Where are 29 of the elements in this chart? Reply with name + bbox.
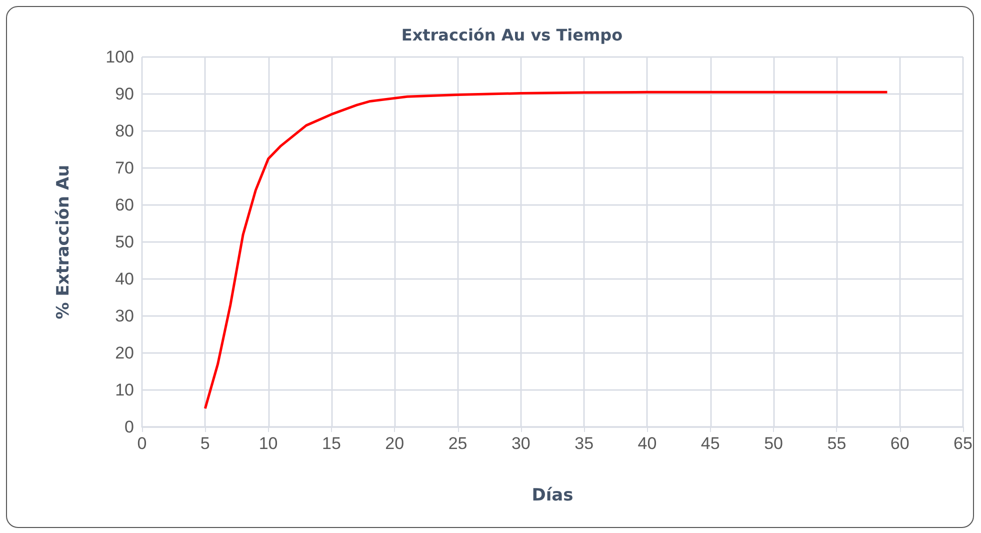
x-tick-label: 10 — [258, 434, 278, 453]
x-tick-label: 0 — [137, 434, 147, 453]
x-tick-label: 35 — [574, 434, 594, 453]
chart-title: Extracción Au vs Tiempo — [401, 26, 623, 44]
x-tick-label: 20 — [385, 434, 404, 453]
y-tick-label: 20 — [115, 344, 134, 362]
x-tick-label: 65 — [954, 434, 972, 453]
x-tick-label: 40 — [638, 434, 657, 453]
y-tick-label: 90 — [115, 84, 134, 104]
x-tick-label: 45 — [700, 434, 720, 453]
line-series — [204, 90, 888, 410]
x-tick-label: 25 — [448, 434, 468, 453]
x-tick-label: 55 — [827, 434, 846, 453]
y-tick-label: 30 — [115, 306, 134, 326]
x-tick-label: 60 — [890, 434, 910, 453]
y-tick-label: 0 — [124, 418, 134, 436]
x-axis-title: Días — [532, 486, 574, 506]
y-tick-label: 100 — [106, 48, 134, 66]
x-tick-label: 50 — [764, 434, 783, 453]
y-axis-title: % Extracción Au — [54, 164, 74, 320]
y-tick-label: 10 — [115, 380, 134, 400]
x-tick-label: 15 — [322, 434, 341, 453]
x-tick-label: 30 — [511, 434, 530, 453]
y-tick-label: 40 — [115, 270, 134, 288]
y-tick-label: 70 — [115, 158, 134, 178]
x-tick-label: 5 — [200, 434, 210, 453]
y-tick-label: 50 — [115, 232, 134, 252]
y-tick-label: 80 — [115, 122, 134, 140]
y-tick-label: 60 — [115, 196, 134, 214]
